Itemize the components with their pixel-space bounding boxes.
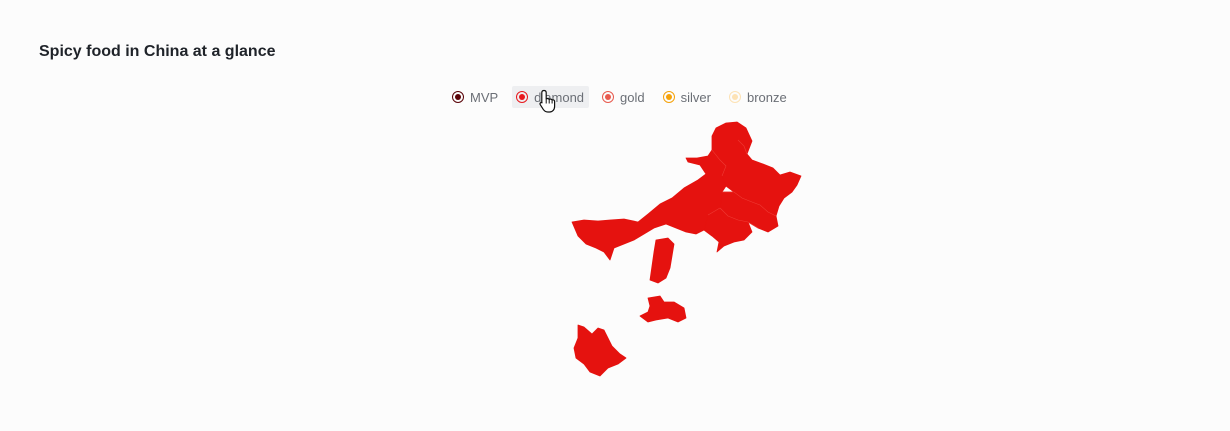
legend-label: bronze bbox=[746, 89, 787, 105]
legend-label: gold bbox=[620, 89, 645, 105]
legend-marker-icon bbox=[602, 91, 615, 103]
legend-marker-icon bbox=[452, 91, 464, 103]
chart-title: Spicy food in China at a glance bbox=[39, 43, 276, 60]
region-shanxi[interactable] bbox=[649, 237, 675, 284]
legend-marker-icon bbox=[728, 91, 741, 103]
region-yunnan[interactable] bbox=[573, 324, 627, 377]
legend: MVP diamond gold silver bronze bbox=[448, 86, 801, 108]
legend-item-mvp[interactable]: MVP bbox=[448, 86, 503, 108]
legend-item-gold[interactable]: gold bbox=[598, 86, 650, 108]
legend-item-silver[interactable]: silver bbox=[659, 86, 716, 108]
legend-label: silver bbox=[680, 89, 711, 105]
legend-label: MVP bbox=[470, 89, 499, 105]
legend-item-bronze[interactable]: bronze bbox=[725, 86, 792, 108]
legend-marker-icon bbox=[516, 91, 529, 103]
legend-marker-icon bbox=[662, 91, 675, 103]
region-hubei[interactable] bbox=[639, 295, 687, 323]
hand-pointer-icon bbox=[539, 89, 556, 113]
region-inner-mongolia[interactable] bbox=[571, 149, 727, 261]
province-borders bbox=[707, 139, 777, 229]
